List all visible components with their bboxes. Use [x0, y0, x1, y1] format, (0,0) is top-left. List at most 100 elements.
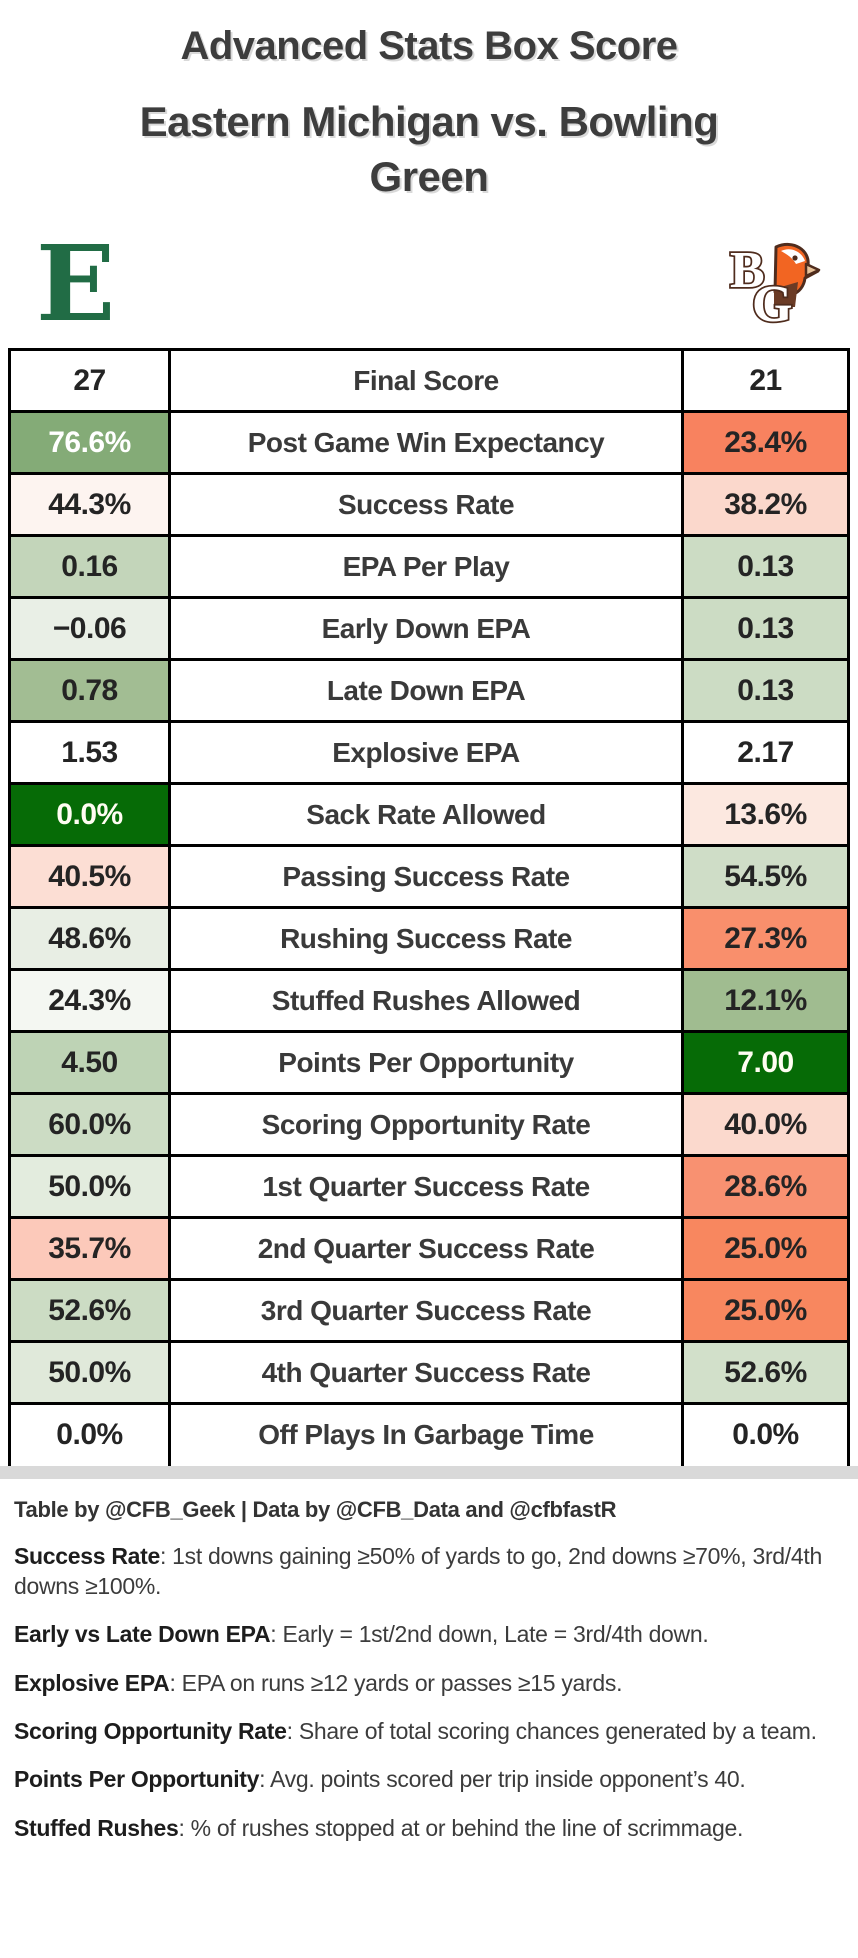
stat-value-away: 28.6%: [681, 1154, 850, 1220]
glossary: Success Rate: 1st downs gaining ≥50% of …: [14, 1541, 844, 1844]
stat-label: Post Game Win Expectancy: [168, 410, 684, 476]
stat-value-home: −0.06: [8, 596, 171, 662]
stat-value-away: 0.13: [681, 534, 850, 600]
stat-row-11: 4.50 Points Per Opportunity 7.00: [8, 1030, 850, 1096]
glossary-text: : Avg. points scored per trip inside opp…: [259, 1766, 746, 1793]
svg-text:B: B: [730, 242, 765, 299]
emu-e-icon: E: [36, 222, 116, 346]
stat-label: Success Rate: [168, 472, 684, 538]
stat-row-8: 40.5% Passing Success Rate 54.5%: [8, 844, 850, 910]
stat-label: Off Plays In Garbage Time: [168, 1402, 684, 1466]
stat-value-away: 38.2%: [681, 472, 850, 538]
stat-value-home: 27: [8, 348, 171, 414]
page-title: Advanced Stats Box Score: [180, 24, 678, 68]
stat-value-away: 0.0%: [681, 1402, 850, 1466]
stat-value-away: 52.6%: [681, 1340, 850, 1406]
stat-label: Early Down EPA: [168, 596, 684, 662]
stat-row-3: 0.16 EPA Per Play 0.13: [8, 534, 850, 600]
stat-value-away: 13.6%: [681, 782, 850, 848]
glossary-text: : 1st downs gaining ≥50% of yards to go,…: [14, 1542, 822, 1600]
glossary-term: Early vs Late Down EPA: [14, 1621, 271, 1648]
glossary-text: : % of rushes stopped at or behind the l…: [178, 1814, 744, 1841]
stat-value-away: 40.0%: [681, 1092, 850, 1158]
matchup-title: Eastern Michigan vs. Bowling Green: [139, 98, 719, 200]
stat-label: 3rd Quarter Success Rate: [168, 1278, 684, 1344]
stat-value-home: 48.6%: [8, 906, 171, 972]
stat-row-4: −0.06 Early Down EPA 0.13: [8, 596, 850, 662]
stat-label: Passing Success Rate: [168, 844, 684, 910]
stats-table-body: 27 Final Score 21 76.6% Post Game Win Expect…: [8, 348, 850, 1466]
glossary-term: Stuffed Rushes: [14, 1814, 179, 1841]
stat-label: EPA Per Play: [168, 534, 684, 600]
stat-label: Sack Rate Allowed: [168, 782, 684, 848]
bowling-green-logo: B G: [718, 237, 822, 334]
stat-label: Rushing Success Rate: [168, 906, 684, 972]
stat-value-away: 2.17: [681, 720, 850, 786]
stat-value-home: 1.53: [8, 720, 171, 786]
stat-value-home: 35.7%: [8, 1216, 171, 1282]
stat-value-home: 24.3%: [8, 968, 171, 1034]
stat-value-away: 7.00: [681, 1030, 850, 1096]
stat-label: Points Per Opportunity: [168, 1030, 684, 1096]
stat-value-home: 76.6%: [8, 410, 171, 476]
stat-row-5: 0.78 Late Down EPA 0.13: [8, 658, 850, 724]
stat-row-2: 44.3% Success Rate 38.2%: [8, 472, 850, 538]
glossary-term: Explosive EPA: [14, 1669, 170, 1696]
glossary-term: Points Per Opportunity: [14, 1766, 260, 1793]
stat-value-away: 23.4%: [681, 410, 850, 476]
stat-row-0: 27 Final Score 21: [8, 348, 850, 414]
svg-text:G: G: [752, 276, 792, 327]
glossary-text: : EPA on runs ≥12 yards or passes ≥15 ya…: [169, 1669, 623, 1696]
stat-row-16: 50.0% 4th Quarter Success Rate 52.6%: [8, 1340, 850, 1406]
stat-row-9: 48.6% Rushing Success Rate 27.3%: [8, 906, 850, 972]
team-logos: E B G: [36, 232, 822, 336]
stat-value-away: 0.13: [681, 596, 850, 662]
glossary-note-2: Explosive EPA: EPA on runs ≥12 yards or …: [14, 1668, 844, 1698]
stat-row-15: 52.6% 3rd Quarter Success Rate 25.0%: [8, 1278, 850, 1344]
glossary-note-4: Points Per Opportunity: Avg. points scor…: [14, 1764, 844, 1794]
glossary-text: : Share of total scoring chances generat…: [286, 1718, 817, 1745]
stat-row-7: 0.0% Sack Rate Allowed 13.6%: [8, 782, 850, 848]
stat-label: 4th Quarter Success Rate: [168, 1340, 684, 1406]
glossary-note-1: Early vs Late Down EPA: Early = 1st/2nd …: [14, 1619, 844, 1649]
glossary-note-0: Success Rate: 1st downs gaining ≥50% of …: [14, 1541, 844, 1602]
stat-label: Stuffed Rushes Allowed: [168, 968, 684, 1034]
stat-value-home: 50.0%: [8, 1340, 171, 1406]
eastern-michigan-logo: E: [36, 232, 115, 336]
stat-row-14: 35.7% 2nd Quarter Success Rate 25.0%: [8, 1216, 850, 1282]
stat-label: Final Score: [168, 348, 684, 414]
stat-value-away: 0.13: [681, 658, 850, 724]
stat-value-home: 44.3%: [8, 472, 171, 538]
stat-row-12: 60.0% Scoring Opportunity Rate 40.0%: [8, 1092, 850, 1158]
stat-row-10: 24.3% Stuffed Rushes Allowed 12.1%: [8, 968, 850, 1034]
glossary-term: Success Rate: [14, 1542, 160, 1569]
stat-label: Explosive EPA: [168, 720, 684, 786]
stat-value-home: 0.78: [8, 658, 171, 724]
glossary-note-5: Stuffed Rushes: % of rushes stopped at o…: [14, 1813, 844, 1843]
stat-row-13: 50.0% 1st Quarter Success Rate 28.6%: [8, 1154, 850, 1220]
stat-label: 1st Quarter Success Rate: [168, 1154, 684, 1220]
stat-value-home: 52.6%: [8, 1278, 171, 1344]
stat-value-home: 0.0%: [8, 1402, 171, 1466]
stat-value-away: 54.5%: [681, 844, 850, 910]
stat-value-away: 25.0%: [681, 1278, 850, 1344]
glossary-text: : Early = 1st/2nd down, Late = 3rd/4th d…: [270, 1621, 709, 1648]
stat-value-away: 25.0%: [681, 1216, 850, 1282]
stat-label: Late Down EPA: [168, 658, 684, 724]
stat-value-home: 4.50: [8, 1030, 171, 1096]
stat-value-home: 40.5%: [8, 844, 171, 910]
stat-value-home: 0.16: [8, 534, 171, 600]
stat-row-6: 1.53 Explosive EPA 2.17: [8, 720, 850, 786]
stat-value-away: 21: [681, 348, 850, 414]
credit-line: Table by @CFB_Geek | Data by @CFB_Data a…: [14, 1496, 617, 1522]
stat-label: Scoring Opportunity Rate: [168, 1092, 684, 1158]
glossary-term: Scoring Opportunity Rate: [14, 1718, 287, 1745]
stat-row-17: 0.0% Off Plays In Garbage Time 0.0%: [8, 1402, 850, 1466]
stat-value-away: 12.1%: [681, 968, 850, 1034]
stat-value-home: 50.0%: [8, 1154, 171, 1220]
stats-table: 27 Final Score 21 76.6% Post Game Win Expect…: [8, 348, 850, 1466]
bg-falcon-icon: B G: [728, 240, 821, 334]
glossary-note-3: Scoring Opportunity Rate: Share of total…: [14, 1716, 844, 1746]
stat-value-away: 27.3%: [681, 906, 850, 972]
